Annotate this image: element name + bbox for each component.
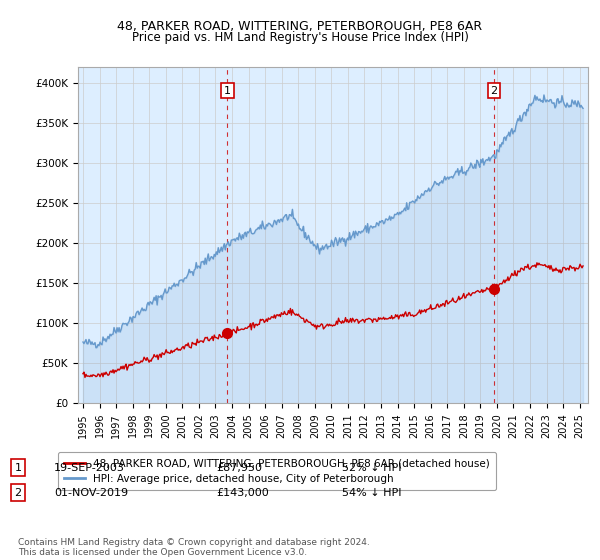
Text: 19-SEP-2003: 19-SEP-2003 — [54, 463, 125, 473]
Text: 52% ↓ HPI: 52% ↓ HPI — [342, 463, 401, 473]
Text: £87,950: £87,950 — [216, 463, 262, 473]
Text: £143,000: £143,000 — [216, 488, 269, 498]
Text: 2: 2 — [491, 86, 497, 96]
Text: 1: 1 — [224, 86, 231, 96]
Text: 54% ↓ HPI: 54% ↓ HPI — [342, 488, 401, 498]
Text: 1: 1 — [14, 463, 22, 473]
Text: Contains HM Land Registry data © Crown copyright and database right 2024.
This d: Contains HM Land Registry data © Crown c… — [18, 538, 370, 557]
Legend: 48, PARKER ROAD, WITTERING, PETERBOROUGH, PE8 6AR (detached house), HPI: Average: 48, PARKER ROAD, WITTERING, PETERBOROUGH… — [58, 452, 496, 490]
Text: 01-NOV-2019: 01-NOV-2019 — [54, 488, 128, 498]
Text: 48, PARKER ROAD, WITTERING, PETERBOROUGH, PE8 6AR: 48, PARKER ROAD, WITTERING, PETERBOROUGH… — [118, 20, 482, 32]
Text: Price paid vs. HM Land Registry's House Price Index (HPI): Price paid vs. HM Land Registry's House … — [131, 31, 469, 44]
Text: 2: 2 — [14, 488, 22, 498]
